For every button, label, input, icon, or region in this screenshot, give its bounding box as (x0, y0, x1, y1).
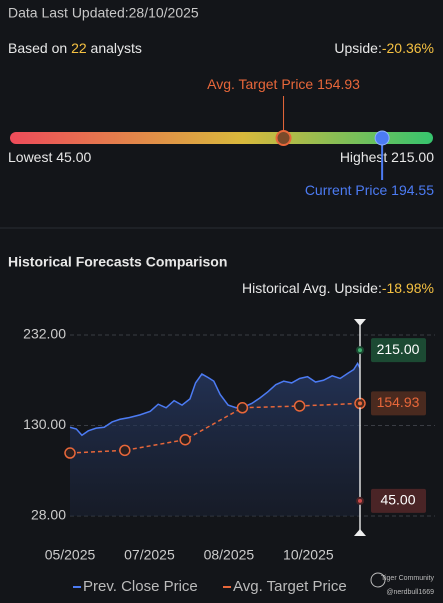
current-marker (374, 130, 390, 146)
hist-upside: Historical Avg. Upside:-18.98% (242, 280, 434, 296)
legend-label: Prev. Close Price (83, 578, 198, 595)
close-line (69, 361, 361, 437)
cursor-bottom (354, 529, 366, 536)
prefix: Based on (8, 40, 67, 56)
current-text: Current Price 194.55 (305, 182, 434, 198)
y-tick-label: 130.00 (23, 416, 66, 432)
analysts: Based on 22 analysts (8, 40, 142, 56)
lowest-value: 45.00 (56, 149, 91, 165)
updated: Data Last Updated:28/10/2025 (8, 5, 199, 21)
watermark-logo (370, 572, 386, 588)
target-point (119, 444, 131, 457)
suffix: analysts (91, 40, 142, 56)
x-tick-label: 05/2025 (45, 547, 96, 563)
legend-label: Avg. Target Price (233, 578, 347, 595)
marker-dot (356, 496, 364, 505)
x-tick-label: 08/2025 (204, 547, 255, 563)
marker-box (371, 391, 426, 416)
highest: Highest 215.00 (340, 149, 434, 165)
x-tick-label: 10/2025 (283, 547, 334, 563)
hist-upside-label: Historical Avg. Upside: (242, 280, 382, 296)
x-tick-label: 07/2025 (124, 547, 175, 563)
avg-text: Avg. Target Price 154.93 (207, 76, 360, 92)
target-point (179, 433, 191, 446)
avg-label: Avg. Target Price (207, 76, 313, 92)
marker-box (371, 338, 426, 363)
y-tick-label: 28.00 (31, 507, 66, 523)
lowest: Lowest 45.00 (8, 149, 91, 165)
cursor-top (354, 319, 366, 326)
highest-label: Highest (340, 149, 388, 165)
hist-upside-value: -18.98% (382, 280, 434, 296)
target-line (69, 402, 361, 454)
upside-label: Upside: (334, 40, 381, 56)
marker-label: 215.00 (377, 341, 420, 357)
y-tick-label: 232.00 (23, 326, 66, 342)
current-label: Current Price (305, 182, 388, 198)
avg-marker (275, 130, 292, 146)
marker-box (371, 488, 426, 513)
marker-label: 154.93 (377, 394, 420, 410)
marker-dot (356, 399, 364, 408)
target-point (236, 402, 249, 414)
marker-label: 45.00 (380, 492, 415, 508)
target-point (64, 447, 76, 459)
marker-dot (356, 346, 364, 355)
target-point (293, 400, 306, 412)
upside: Upside:-20.36% (334, 40, 434, 56)
highest-value: 215.00 (391, 149, 434, 165)
current-value: 194.55 (391, 182, 434, 198)
area (70, 363, 360, 516)
upside-value: -20.36% (382, 40, 434, 56)
lowest-label: Lowest (8, 149, 52, 165)
watermark-handle: @nerdbull1669 (386, 589, 434, 596)
watermark-brand: Tiger Community (381, 575, 435, 582)
chart-title: Historical Forecasts Comparison (8, 254, 227, 270)
range-bar (10, 132, 433, 144)
count: 22 (71, 40, 87, 56)
avg-value: 154.93 (317, 76, 360, 92)
